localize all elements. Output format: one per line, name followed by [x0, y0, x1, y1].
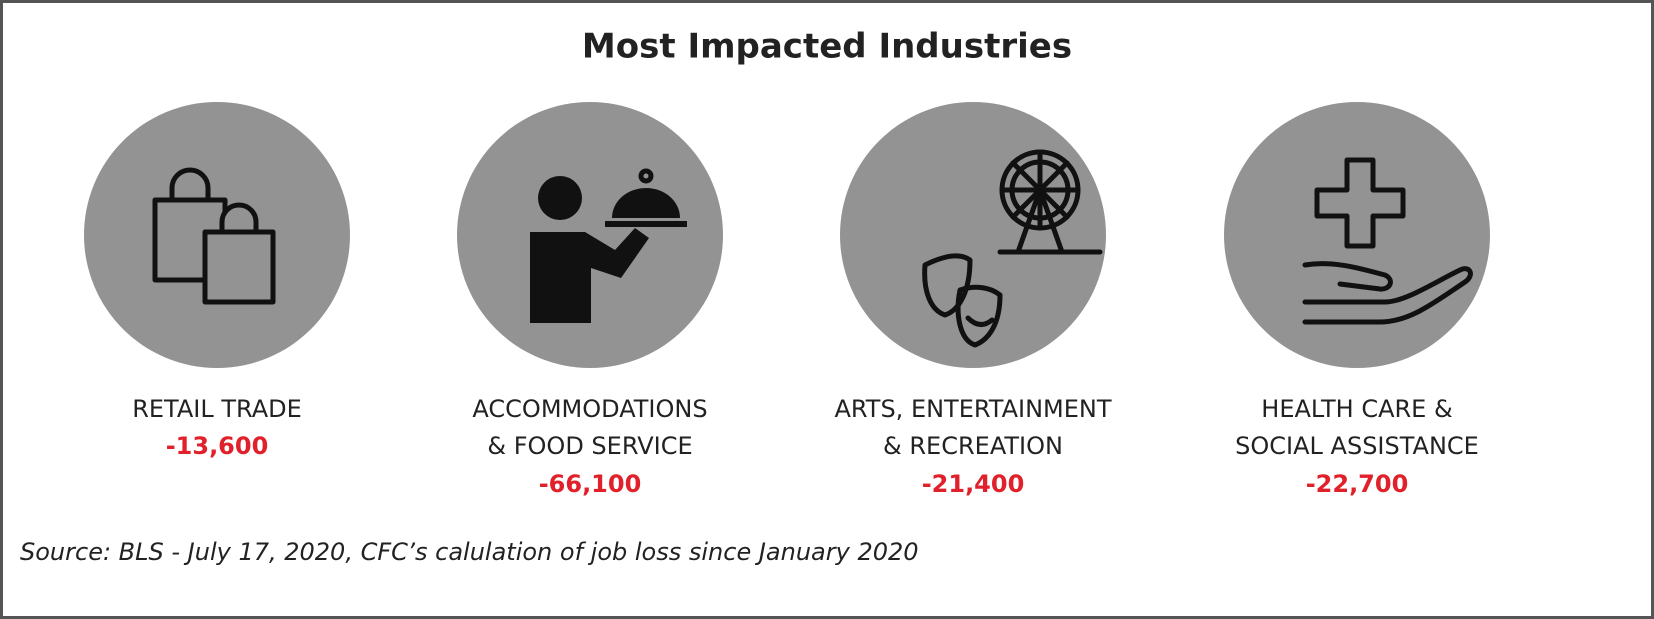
industry-label: SOCIAL ASSISTANCE	[1235, 432, 1479, 460]
industry-label: HEALTH CARE &	[1261, 395, 1452, 423]
icon-arts	[840, 102, 1106, 368]
industry-value: -66,100	[539, 470, 642, 498]
industry-label: ARTS, ENTERTAINMENT	[834, 395, 1111, 423]
industry-value: -21,400	[922, 470, 1025, 498]
icon-food-service	[457, 102, 723, 368]
industry-value: -22,700	[1306, 470, 1409, 498]
industry-label: & RECREATION	[883, 432, 1063, 460]
title: Most Impacted Industries	[582, 27, 1072, 67]
industry-label: & FOOD SERVICE	[487, 432, 692, 460]
industry-value: -13,600	[166, 432, 269, 460]
industry-label: RETAIL TRADE	[132, 395, 302, 423]
icon-retail	[84, 102, 350, 368]
source-note: Source: BLS - July 17, 2020, CFC’s calul…	[20, 538, 919, 566]
icon-health	[1224, 102, 1490, 368]
industry-label: ACCOMMODATIONS	[472, 395, 707, 423]
